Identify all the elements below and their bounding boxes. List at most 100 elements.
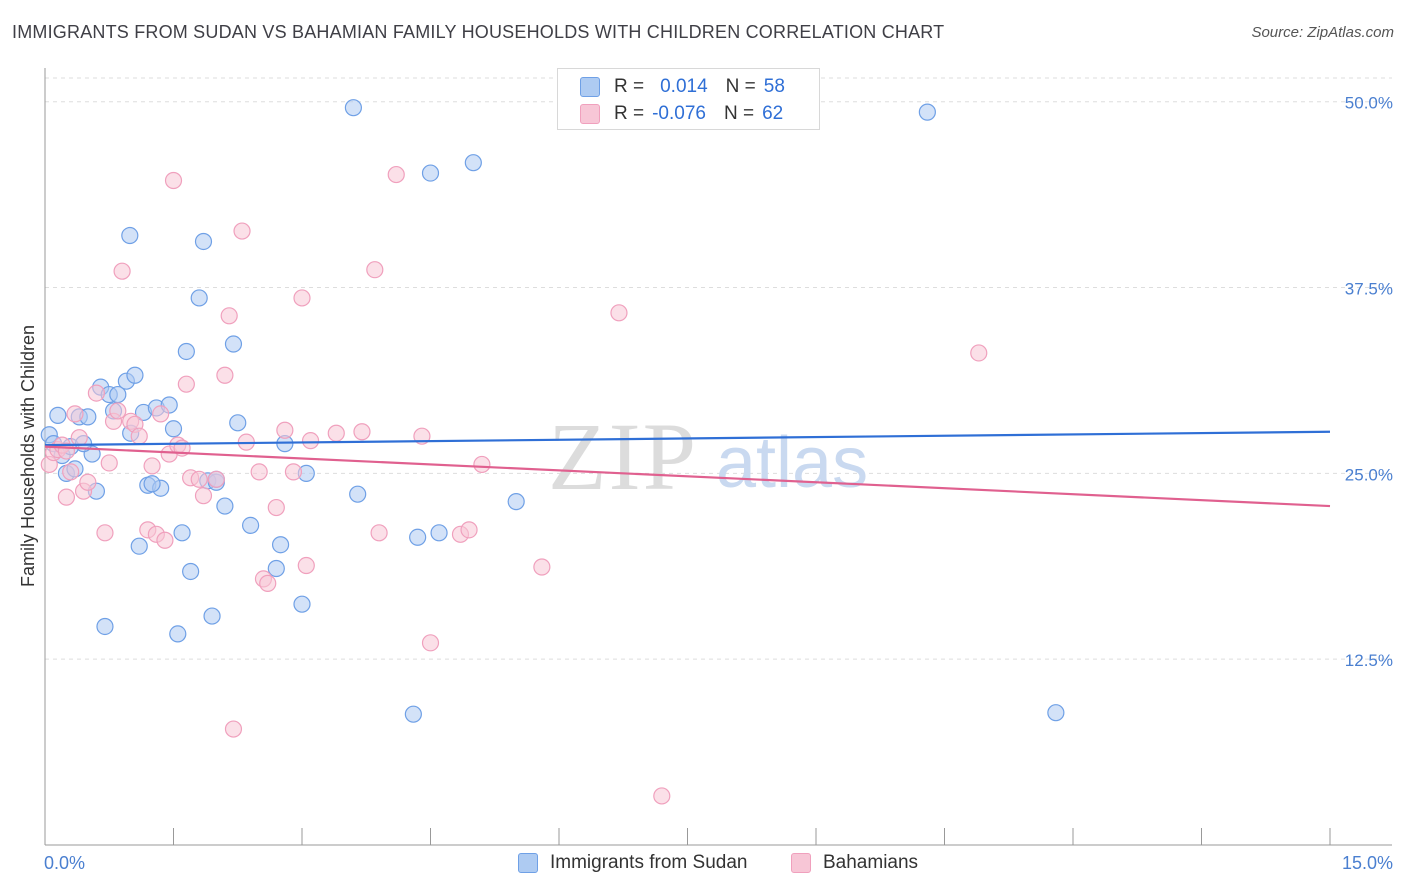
bahamian-point	[177, 375, 195, 393]
sudan-point	[430, 524, 448, 542]
labels-layer: 12.5% 25.0% 37.5% 50.0% 0.0% 15.0% Family Hous…	[18, 94, 1393, 873]
sudan-point	[409, 528, 427, 546]
bahamian-point	[156, 531, 174, 549]
y-tick-label: 25.0%	[1345, 465, 1393, 484]
sudan-point	[126, 366, 144, 384]
bahamian-point	[109, 402, 127, 420]
watermark-atlas: atlas	[716, 423, 868, 503]
bahamian-point	[57, 488, 76, 506]
sudan-point	[242, 516, 260, 534]
y-tick-label: 37.5%	[1345, 280, 1393, 299]
bahamian-point	[224, 720, 243, 738]
bahamian-point	[259, 574, 277, 592]
bahamian-point	[370, 524, 388, 542]
legend-swatch-sudan	[580, 77, 600, 97]
trend-layer	[44, 430, 1331, 508]
chart-title: IMMIGRANTS FROM SUDAN VS BAHAMIAN FAMILY…	[12, 22, 945, 42]
series-legend-label: Immigrants from Sudan	[550, 852, 748, 873]
series-swatch-sudan	[518, 853, 538, 873]
bahamian-point	[87, 384, 106, 402]
bahamian-point	[190, 470, 208, 488]
bahamian-point	[100, 454, 118, 472]
bahamian-point	[284, 463, 303, 481]
sudan-point	[190, 289, 208, 307]
legend-n-label: N =	[723, 103, 755, 124]
sudan-point	[96, 617, 114, 636]
sudan-point	[203, 607, 221, 625]
points-layer	[40, 99, 1065, 805]
bahamian-point	[267, 498, 285, 517]
bahamian-point	[327, 424, 345, 442]
bahamian-point	[62, 463, 80, 481]
sudan-point	[421, 164, 440, 182]
bahamian-point	[366, 261, 384, 279]
bahamian-point	[216, 366, 234, 384]
sudan-point	[130, 537, 148, 555]
sudan-trend-line	[44, 430, 1331, 447]
sudan-point	[224, 335, 243, 353]
stats-legend: R = 0.014 N = 58 R = -0.076 N = 62	[557, 68, 820, 130]
sudan-point	[293, 595, 311, 613]
sudan-point	[1047, 704, 1065, 722]
sudan-point	[121, 226, 139, 245]
chart-source: Source: ZipAtlas.com	[1251, 24, 1394, 41]
series-legend-bahamians[interactable]: Bahamians	[791, 852, 918, 874]
sudan-point	[229, 414, 247, 432]
y-axis-title: Family Households with Children	[18, 325, 38, 587]
series-swatch-bahamians	[791, 853, 811, 873]
sudan-point	[216, 497, 234, 515]
x-tick-label-min: 0.0%	[44, 853, 85, 873]
sudan-point	[507, 493, 525, 511]
sudan-point	[173, 524, 191, 542]
axis-layer	[44, 68, 1392, 846]
bahamian-point	[250, 463, 268, 481]
bahamian-point	[297, 556, 315, 575]
sudan-point	[182, 562, 200, 581]
bahamian-point	[194, 487, 213, 505]
sudan-point	[349, 485, 367, 503]
sudan-point	[164, 420, 183, 438]
legend-r-label: R =	[614, 103, 645, 124]
bahamian-point	[96, 524, 114, 542]
legend-n-label: N =	[725, 76, 756, 97]
bahamian-point	[653, 787, 671, 805]
legend-r-value: 0.014	[660, 76, 708, 97]
sudan-point	[143, 475, 161, 493]
bahamian-point	[113, 262, 131, 280]
bahamian-point	[207, 470, 225, 488]
bahamian-point	[233, 222, 251, 240]
bahamian-point	[970, 344, 988, 362]
sudan-point	[194, 232, 213, 251]
legend-row-bahamians: R = -0.076 N = 62	[580, 102, 783, 126]
legend-r-label: R =	[614, 76, 645, 97]
bahamian-point	[533, 558, 551, 576]
sudan-point	[404, 705, 422, 723]
legend-r-value: -0.076	[652, 103, 706, 124]
bahamian-point	[460, 521, 478, 539]
bahamian-point	[70, 429, 88, 447]
series-legend-sudan[interactable]: Immigrants from Sudan	[518, 852, 747, 874]
grid-layer	[45, 77, 1392, 660]
x-tick-label-max: 15.0%	[1342, 853, 1393, 873]
bahamian-point	[421, 634, 440, 652]
bahamian-point	[387, 165, 405, 184]
legend-n-value: 62	[762, 103, 784, 124]
series-legend-label: Bahamians	[823, 852, 919, 873]
y-tick-label: 50.0%	[1345, 94, 1393, 113]
watermark-zip: ZIP	[548, 403, 698, 510]
legend-n-value: 58	[763, 76, 785, 97]
sudan-point	[49, 406, 67, 424]
bahamian-point	[220, 307, 238, 325]
bahamian-point	[276, 421, 294, 439]
bahamian-point	[293, 289, 311, 307]
bahamian-point	[79, 473, 97, 491]
bahamian-point	[473, 455, 491, 474]
bahamian-point	[164, 171, 183, 190]
y-tick-label: 12.5%	[1345, 651, 1393, 670]
bahamian-point	[66, 405, 84, 423]
legend-swatch-bahamians	[580, 104, 600, 124]
bahamian-point	[143, 457, 161, 475]
bahamian-point	[152, 405, 170, 423]
